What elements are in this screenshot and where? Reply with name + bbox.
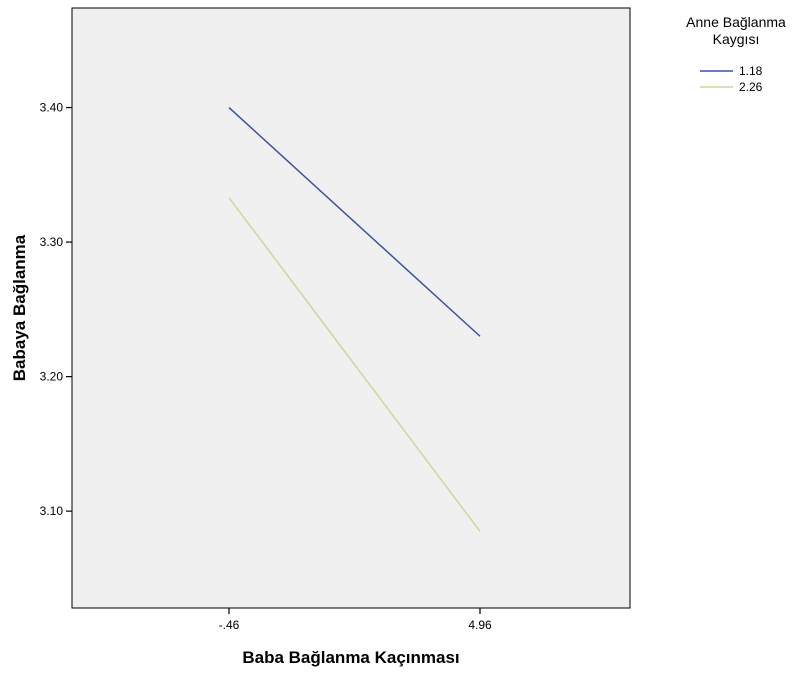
x-tick-label: -.46	[219, 618, 240, 632]
y-axis: 3.10 3.20 3.30 3.40	[40, 101, 72, 518]
legend: Anne Bağlanma Kaygısı 1.18 2.26	[686, 14, 786, 94]
series-line-1.18	[228, 106, 481, 337]
x-axis: -.46 4.96	[219, 608, 492, 632]
series-lines	[228, 106, 481, 532]
legend-label: 1.18	[739, 64, 763, 78]
legend-title-line2: Kaygısı	[713, 31, 760, 47]
legend-title-line1: Anne Bağlanma	[686, 14, 786, 30]
series-line-2.26	[228, 197, 481, 532]
plot-area	[71, 7, 631, 609]
legend-label: 2.26	[739, 80, 763, 94]
y-tick-label: 3.10	[40, 504, 64, 518]
x-axis-title: Baba Bağlanma Kaçınması	[242, 648, 459, 667]
y-axis-title: Babaya Bağlanma	[10, 234, 29, 381]
y-tick-label: 3.40	[40, 101, 64, 115]
x-tick-label: 4.96	[468, 618, 492, 632]
y-tick-label: 3.20	[40, 370, 64, 384]
y-tick-label: 3.30	[40, 235, 64, 249]
